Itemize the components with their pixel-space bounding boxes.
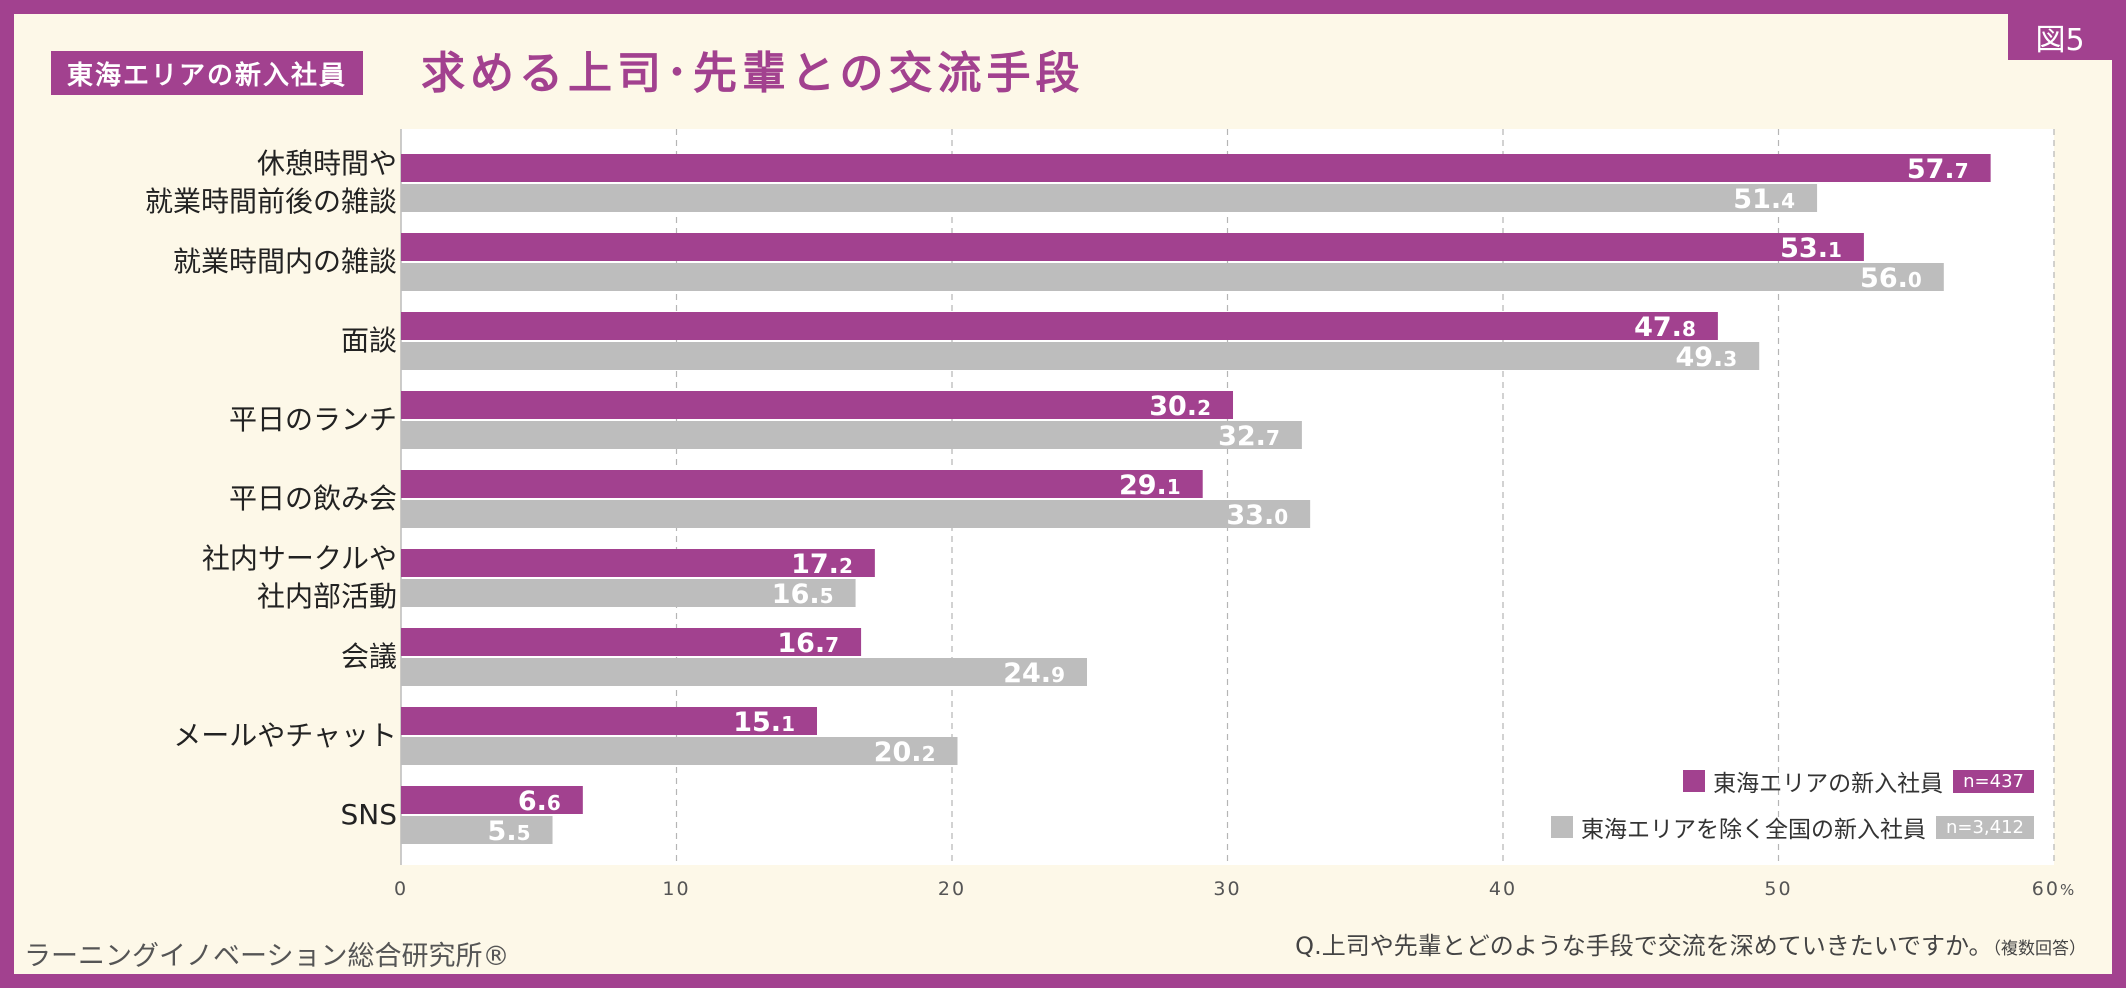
category-label-3: 平日のランチ xyxy=(228,403,397,436)
data-label-s1-5: 16.5 xyxy=(772,579,834,610)
legend-item-national: 東海エリアを除く全国の新入社員 n=3,412 xyxy=(1550,810,2034,844)
data-label-s1-4: 33.0 xyxy=(1226,500,1288,531)
title-tag: 東海エリアの新入社員 xyxy=(51,51,364,95)
bar-s0-7 xyxy=(401,707,818,735)
bar-s1-2 xyxy=(401,342,1760,370)
bar-s1-6 xyxy=(401,658,1087,686)
category-label-6: 会議 xyxy=(340,640,397,673)
legend-swatch-national xyxy=(1550,816,1573,838)
legend-n-tokai: n=437 xyxy=(1953,769,2034,793)
data-label-s1-6: 24.9 xyxy=(1003,658,1065,689)
x-tick-label-60: 60% xyxy=(2032,878,2076,900)
data-label-s1-1: 56.0 xyxy=(1860,263,1922,294)
data-label-s1-3: 32.7 xyxy=(1218,421,1280,452)
bar-s1-4 xyxy=(401,500,1311,528)
bar-s0-0 xyxy=(401,154,1991,182)
category-label-7: メールやチャット xyxy=(173,719,397,752)
category-label-1: 就業時間内の雑談 xyxy=(172,245,397,278)
data-label-s0-6: 16.7 xyxy=(777,628,839,659)
question-note: （複数回答） xyxy=(1992,939,2087,959)
data-label-s0-0: 57.7 xyxy=(1907,154,1969,185)
data-label-s0-4: 29.1 xyxy=(1119,470,1181,501)
category-label-0: 休憩時間や 就業時間前後の雑談 xyxy=(144,147,397,218)
question-text: Q.上司や先輩とどのような手段で交流を深めていきたいですか。 xyxy=(1295,932,1993,960)
data-label-s1-2: 49.3 xyxy=(1675,342,1737,373)
figure-number-badge: 図5 xyxy=(2008,14,2112,60)
bar-s1-1 xyxy=(401,263,1944,291)
data-label-s1-7: 20.2 xyxy=(874,737,936,768)
legend-label-national: 東海エリアを除く全国の新入社員 xyxy=(1580,817,1926,843)
legend-swatch-tokai xyxy=(1683,770,1706,792)
data-label-s0-8: 6.6 xyxy=(518,786,561,817)
bar-s0-6 xyxy=(401,628,862,656)
x-tick-label-40: 40 xyxy=(1489,878,1517,900)
bar-s1-3 xyxy=(401,421,1302,449)
x-tick-label-20: 20 xyxy=(938,878,966,900)
figure-frame: 図5 東海エリアの新入社員 求める上司･先輩との交流手段 0 10 20 30 40 50… xyxy=(14,14,2112,974)
data-label-s1-8: 5.5 xyxy=(488,816,531,847)
chart-title: 求める上司･先輩との交流手段 xyxy=(421,48,1085,99)
data-label-s0-2: 47.8 xyxy=(1634,312,1696,343)
bar-s0-2 xyxy=(401,312,1718,340)
bar-s0-8 xyxy=(401,786,583,814)
bar-s0-3 xyxy=(401,391,1234,419)
x-tick-label-50: 50 xyxy=(1764,878,1792,900)
x-tick-label-10: 10 xyxy=(662,878,690,900)
survey-question: Q.上司や先輩とどのような手段で交流を深めていきたいですか。（複数回答） xyxy=(1295,926,2086,961)
bar-s1-0 xyxy=(401,184,1818,212)
legend-n-national: n=3,412 xyxy=(1935,815,2034,839)
data-label-s0-7: 15.1 xyxy=(733,707,795,738)
x-tick-label-30: 30 xyxy=(1213,878,1241,900)
category-label-2: 面談 xyxy=(340,324,397,357)
category-label-8: SNS xyxy=(340,798,398,831)
bar-chart: 0 10 20 30 40 50 60% 57.7 51.4 53.1 56.0 47.849.3 30… xyxy=(394,129,2076,900)
x-tick-label-0: 0 xyxy=(394,878,408,900)
bar-s0-1 xyxy=(401,233,1864,261)
bar-s1-8 xyxy=(401,816,553,844)
legend-label-tokai: 東海エリアの新入社員 xyxy=(1713,771,1944,797)
legend-item-tokai: 東海エリアの新入社員 n=437 xyxy=(1683,764,2034,798)
data-label-s0-5: 17.2 xyxy=(791,549,853,580)
bar-s1-7 xyxy=(401,737,958,765)
source-credit: ラーニングイノベーション総合研究所® xyxy=(24,941,510,972)
category-label-5: 社内サークルや 社内部活動 xyxy=(201,542,397,613)
bar-s1-5 xyxy=(401,579,856,607)
category-label-4: 平日の飲み会 xyxy=(228,482,397,515)
data-label-s0-3: 30.2 xyxy=(1149,391,1211,422)
x-unit-label: % xyxy=(2060,881,2076,899)
data-label-s0-1: 53.1 xyxy=(1780,233,1842,264)
bar-s0-5 xyxy=(401,549,875,577)
bar-s0-4 xyxy=(401,470,1203,498)
data-label-s1-0: 51.4 xyxy=(1733,184,1795,215)
